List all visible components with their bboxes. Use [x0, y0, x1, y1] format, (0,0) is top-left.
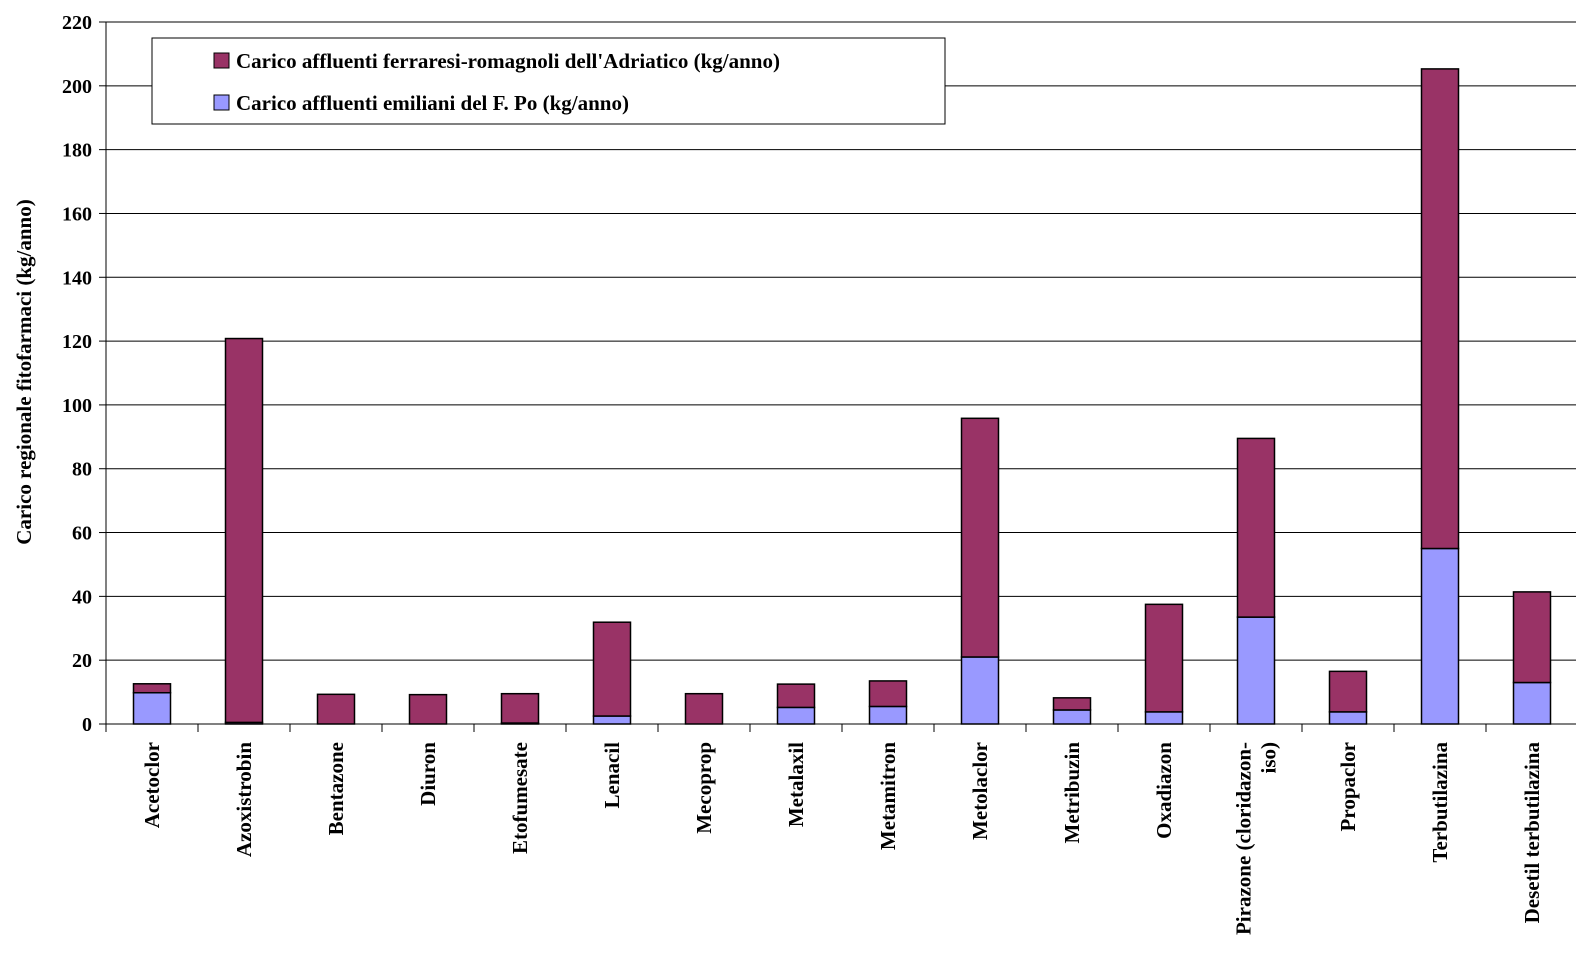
bar-segment [408, 693, 448, 725]
bar-segment [1420, 547, 1460, 725]
y-tick-label: 20 [72, 650, 92, 672]
x-tick-label: Mecoprop [692, 742, 716, 834]
bars [132, 68, 1552, 725]
legend: Carico affluenti ferraresi-romagnoli del… [151, 37, 946, 125]
bar-segment [1236, 437, 1276, 618]
x-tick-label: Desetil terbutilazina [1520, 742, 1544, 924]
legend-label-ferraresi: Carico affluenti ferraresi-romagnoli del… [236, 49, 780, 73]
x-tick-label: iso) [1257, 742, 1281, 774]
x-tick-label: Bentazone [324, 742, 348, 835]
y-tick-label: 140 [62, 267, 92, 289]
y-tick-label: 40 [72, 586, 92, 608]
y-tick-label: 0 [82, 714, 92, 736]
x-tick-label: Acetoclor [140, 742, 164, 828]
x-tick-label: Pirazone (cloridazon- [1232, 742, 1256, 935]
bar-segment [1512, 591, 1552, 684]
y-axis-label: Carico regionale fitofarmaci (kg/anno) [12, 199, 36, 544]
bar-segment [1052, 709, 1092, 725]
x-tick-label: Etofumesate [508, 742, 532, 854]
gridlines [106, 21, 1576, 661]
legend-box [151, 37, 946, 125]
bar-segment [132, 691, 172, 725]
x-tick-label: Diuron [416, 742, 440, 806]
x-tick-label: Metolaclor [968, 742, 992, 840]
bar-segment [500, 692, 540, 724]
bar-segment [776, 683, 816, 709]
legend-swatch-emiliani [213, 94, 230, 111]
legend-swatch-ferraresi [213, 52, 230, 69]
bar-segment [1236, 616, 1276, 725]
legend-label-emiliani: Carico affluenti emiliani del F. Po (kg/… [236, 91, 629, 115]
x-tick-labels: Acetoclor Azoxistrobin Bentazone Diuron Etof… [140, 742, 1544, 936]
x-tick-label: Metalaxil [784, 742, 808, 827]
bar-segment [1052, 697, 1092, 711]
x-tick-label: Terbutilazina [1428, 742, 1452, 863]
x-tick-label: Metribuzin [1060, 742, 1084, 844]
y-tick-label: 180 [62, 140, 92, 162]
bar-segment [1420, 68, 1460, 550]
bar-segment [960, 656, 1000, 725]
x-tick-label: Propaclor [1336, 742, 1360, 831]
x-tick-label: Oxadiazon [1152, 742, 1176, 839]
y-tick-label: 80 [72, 459, 92, 481]
x-tick-label: Lenacil [600, 742, 624, 809]
bar-segment [592, 621, 632, 717]
bar-segment [1144, 603, 1184, 713]
bar-segment [1328, 670, 1368, 713]
y-tick-labels: 0 20 40 60 80 100 120 140 160 180 200 220 [62, 12, 92, 736]
bar-segment [960, 417, 1000, 658]
bar-segment [316, 693, 356, 725]
bar-segment [1144, 711, 1184, 725]
x-tick-label: Azoxistrobin [232, 742, 256, 857]
bar-segment [132, 683, 172, 694]
bar-segment [592, 715, 632, 725]
y-tick-label: 220 [62, 12, 92, 34]
y-tick-label: 120 [62, 331, 92, 353]
bar-segment [224, 337, 264, 724]
bar-segment [1512, 681, 1552, 725]
y-tick-label: 160 [62, 203, 92, 225]
bar-segment [1328, 711, 1368, 725]
bar-segment [684, 692, 724, 725]
bar-segment [868, 680, 908, 708]
y-tick-label: 100 [62, 395, 92, 417]
y-tick-label: 200 [62, 76, 92, 98]
axes [99, 21, 1576, 732]
bar-segment [868, 705, 908, 725]
x-tick-label: Metamitron [876, 742, 900, 850]
bar-segment [776, 706, 816, 725]
y-tick-label: 60 [72, 523, 92, 545]
